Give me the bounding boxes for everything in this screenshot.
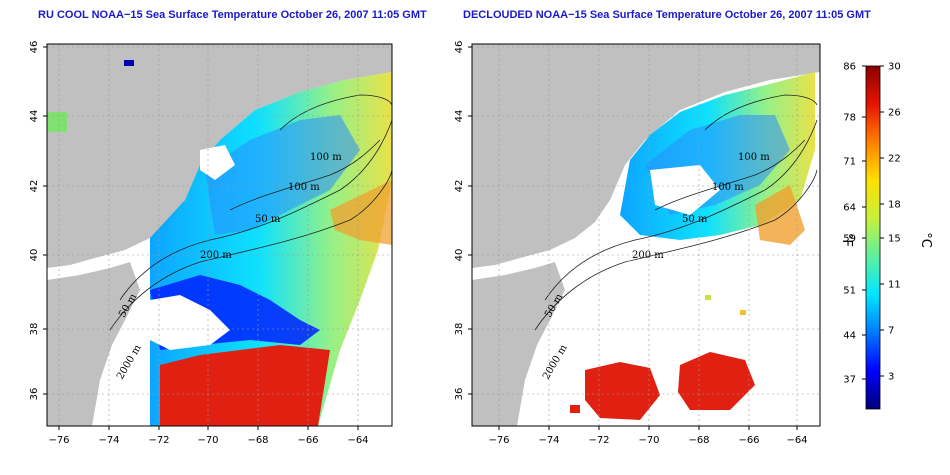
right-small-patch-1	[705, 295, 711, 300]
celsius-tick-label: 18	[888, 200, 901, 211]
fahrenheit-tick-label: 64	[843, 203, 856, 214]
right-isobath-contours	[534, 94, 818, 331]
right-warm-slope	[755, 185, 805, 245]
left-small-cold-spot	[124, 60, 134, 66]
right-graticule	[472, 44, 820, 426]
right-isobath-label-1: 100 m	[738, 152, 770, 163]
y-tick-label: 40	[29, 249, 40, 262]
right-delmarva-land	[472, 262, 565, 426]
x-tick-label: −74	[538, 435, 559, 446]
celsius-tick-label: 3	[888, 372, 894, 383]
colorbar-gradient	[865, 65, 881, 410]
fahrenheit-tick-label: 37	[843, 375, 856, 386]
x-tick-label: −68	[688, 435, 709, 446]
celsius-tick-label: 7	[888, 326, 894, 337]
x-tick-label: −64	[347, 435, 368, 446]
x-tick-label: −76	[48, 435, 69, 446]
left-isobath-label-1: 100 m	[310, 152, 342, 163]
right-isobath-label-3: 50 m	[682, 214, 708, 225]
left-cool-shelf	[205, 115, 360, 235]
left-delmarva-land	[47, 262, 140, 426]
left-cloud-patch-2	[200, 145, 235, 180]
left-isobath-label-4: 200 m	[200, 250, 232, 261]
fahrenheit-tick-label: 44	[843, 331, 856, 342]
x-tick-label: −74	[98, 435, 119, 446]
celsius-tick-label: 22	[888, 154, 901, 165]
left-cloud-patch	[150, 295, 230, 350]
x-tick-label: −72	[588, 435, 609, 446]
right-warm-fragment	[570, 405, 580, 413]
right-small-patch-2	[740, 310, 746, 315]
fahrenheit-tick-label: 59	[843, 234, 856, 245]
y-tick-label: 44	[29, 110, 40, 123]
fahrenheit-tick-label: 71	[843, 157, 856, 168]
left-map-panel: 100 m 100 m 50 m 200 m 50 m 2000 m −76 −7…	[29, 41, 393, 446]
temperature-colorbar: 86 78 71 64 59 51 44 37 30 26 22 18 15 11 7 3 °F °C	[839, 62, 933, 410]
y-tick-label: 44	[454, 110, 465, 123]
celsius-unit-label: °C	[918, 232, 933, 248]
left-isobath-label-2: 100 m	[288, 182, 320, 193]
fahrenheit-tick-label: 86	[843, 62, 856, 73]
fahrenheit-tick-label: 78	[843, 113, 856, 124]
y-tick-label: 42	[454, 180, 465, 193]
left-map-frame	[46, 43, 393, 427]
right-isobath-label-2: 100 m	[712, 182, 744, 193]
left-gulf-stream	[160, 345, 330, 426]
y-tick-label: 46	[454, 41, 465, 54]
left-land-mass	[47, 44, 392, 268]
y-tick-label: 40	[454, 249, 465, 262]
celsius-tick-label: 15	[888, 234, 901, 245]
right-land-mass	[472, 44, 820, 268]
x-tick-label: −64	[786, 435, 807, 446]
right-map-frame	[471, 43, 821, 427]
right-gulf-stream-east	[678, 352, 755, 410]
left-panel-title: RU COOL NOAA−15 Sea Surface Temperature …	[38, 9, 427, 21]
right-panel-title: DECLOUDED NOAA−15 Sea Surface Temperatur…	[463, 9, 871, 21]
left-isobath-label-3: 50 m	[255, 214, 281, 225]
right-map-panel: 100 m 100 m 50 m 200 m 50 m 2000 m −76 −7…	[454, 41, 821, 446]
fahrenheit-tick-label: 51	[843, 286, 856, 297]
right-gulf-stream-west	[585, 362, 660, 420]
fahrenheit-unit-label: °F	[839, 233, 854, 247]
right-axis-ticks: −76 −74 −72 −70 −68 −66 −64 36 38 40 42 44 46	[454, 41, 808, 446]
left-gulf-maine-patch	[47, 112, 67, 132]
y-tick-label: 38	[29, 323, 40, 336]
celsius-tick-label: 11	[888, 280, 901, 291]
x-tick-label: −66	[738, 435, 759, 446]
y-tick-label: 36	[454, 388, 465, 401]
x-tick-label: −68	[247, 435, 268, 446]
x-tick-label: −76	[488, 435, 509, 446]
right-cloud-gap	[650, 165, 720, 215]
left-graticule	[47, 44, 392, 426]
left-axis-ticks: −76 −74 −72 −70 −68 −66 −64 36 38 40 42 44 46	[29, 41, 369, 446]
x-tick-label: −70	[197, 435, 218, 446]
x-tick-label: −66	[297, 435, 318, 446]
x-tick-label: −70	[638, 435, 659, 446]
y-tick-label: 36	[29, 388, 40, 401]
right-isobath-label-4: 200 m	[632, 250, 664, 261]
celsius-tick-label: 26	[888, 108, 901, 119]
celsius-tick-label: 30	[888, 62, 901, 73]
x-tick-label: −72	[148, 435, 169, 446]
y-tick-label: 42	[29, 180, 40, 193]
y-tick-label: 38	[454, 323, 465, 336]
y-tick-label: 46	[29, 41, 40, 54]
